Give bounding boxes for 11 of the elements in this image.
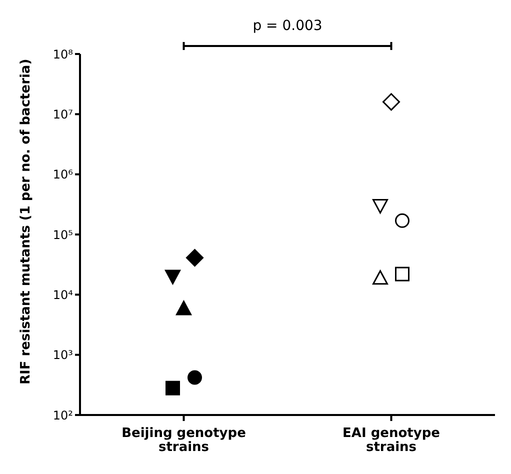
y-tick-label: 10⁸ xyxy=(52,47,74,62)
x-tick-label: Beijing genotype strains xyxy=(122,426,246,455)
y-tick-label: 10⁷ xyxy=(52,107,74,122)
text: p = 0.003 xyxy=(252,18,322,34)
y-axis-title: RIF resistant mutants (1 per no. of bacteria) xyxy=(18,58,34,384)
y-tick-label: 10⁵ xyxy=(52,228,74,242)
y-tick-label: 10⁶ xyxy=(52,168,74,182)
y-tick-label: 10⁴ xyxy=(52,288,74,302)
x-tick-label: EAI genotype strains xyxy=(342,426,440,455)
y-tick-label: 10³ xyxy=(52,348,74,362)
y-tick-label: 10² xyxy=(52,408,74,422)
